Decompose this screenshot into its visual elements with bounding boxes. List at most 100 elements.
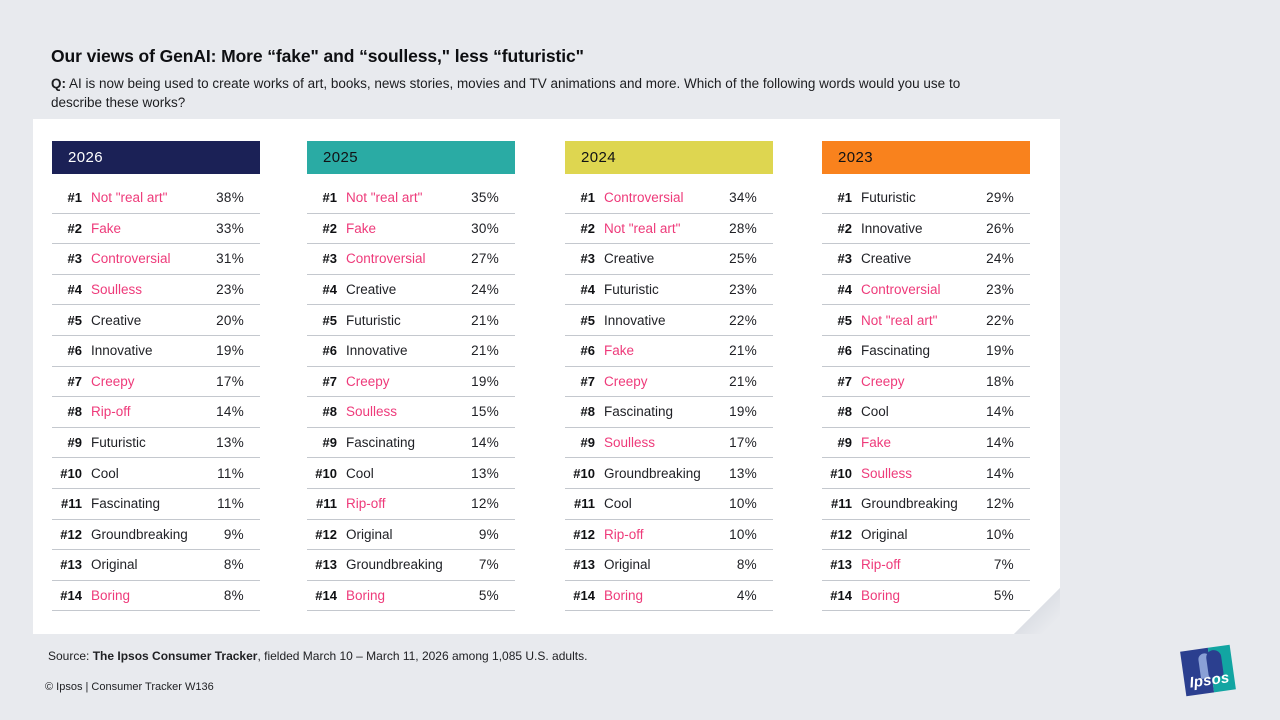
ipsos-logo: Ipsos: [1180, 644, 1236, 697]
percent-value: 22%: [729, 312, 757, 328]
word-label: Original: [91, 557, 138, 573]
rank-label: #9: [580, 435, 595, 451]
ranking-row: #3 Creative 25%: [565, 244, 773, 275]
percent-value: 30%: [471, 220, 499, 236]
word-label: Fake: [91, 220, 122, 236]
question-body: AI is now being used to create works of …: [51, 76, 961, 111]
word-label: Not "real art": [604, 220, 681, 236]
word-label: Rip-off: [604, 526, 644, 542]
ranking-row: #12 Original 10%: [822, 520, 1030, 551]
word-label: Original: [346, 526, 393, 542]
word-label: Creative: [604, 251, 655, 267]
rank-label: #10: [315, 465, 337, 481]
ranking-row: #7 Creepy 21%: [565, 367, 773, 398]
word-label: Cool: [861, 404, 889, 420]
ranking-row: #14 Boring 4%: [565, 581, 773, 612]
rank-label: #12: [830, 526, 852, 542]
rank-label: #11: [574, 496, 595, 512]
percent-value: 21%: [471, 312, 499, 328]
percent-value: 11%: [217, 465, 244, 481]
word-label: Fascinating: [346, 435, 416, 451]
ranking-row: #4 Controversial 23%: [822, 275, 1030, 306]
rank-label: #4: [322, 282, 337, 298]
word-label: Creative: [861, 251, 912, 267]
ranking-row: #4 Creative 24%: [307, 275, 515, 306]
rank-label: #7: [837, 373, 852, 389]
percent-value: 31%: [216, 251, 244, 267]
percent-value: 19%: [216, 343, 244, 359]
rank-label: #11: [316, 496, 337, 512]
percent-value: 19%: [986, 343, 1014, 359]
word-label: Soulless: [604, 435, 656, 451]
ranking-row: #2 Fake 30%: [307, 214, 515, 245]
percent-value: 14%: [986, 465, 1014, 481]
rank-label: #6: [837, 343, 852, 359]
percent-value: 4%: [736, 588, 757, 604]
ranking-row: #11 Fascinating 11%: [52, 489, 260, 520]
percent-value: 29%: [986, 190, 1014, 206]
year-header: 2023: [822, 141, 1030, 174]
word-label: Boring: [861, 588, 901, 604]
percent-value: 10%: [729, 496, 757, 512]
ranking-row: #6 Fascinating 19%: [822, 336, 1030, 367]
word-label: Innovative: [91, 343, 153, 359]
word-label: Groundbreaking: [346, 557, 443, 573]
word-label: Cool: [91, 465, 119, 481]
ranking-row: #14 Boring 5%: [307, 581, 515, 612]
word-label: Creepy: [861, 373, 905, 389]
percent-value: 14%: [216, 404, 244, 420]
word-label: Boring: [346, 588, 386, 604]
word-label: Fake: [346, 220, 377, 236]
percent-value: 18%: [986, 373, 1014, 389]
percent-value: 12%: [471, 496, 499, 512]
percent-value: 9%: [223, 526, 244, 542]
rank-label: #7: [580, 373, 595, 389]
rank-label: #8: [837, 404, 852, 420]
ranking-row: #5 Creative 20%: [52, 305, 260, 336]
rank-label: #1: [67, 190, 82, 206]
ranking-row: #1 Not "real art" 38%: [52, 183, 260, 214]
rank-label: #12: [315, 526, 337, 542]
copyright-text: © Ipsos | Consumer Tracker W136: [45, 681, 214, 693]
rank-label: #8: [322, 404, 337, 420]
rank-label: #3: [67, 251, 82, 267]
percent-value: 34%: [729, 190, 757, 206]
word-label: Innovative: [604, 312, 666, 328]
rank-label: #13: [830, 557, 852, 573]
word-label: Fake: [861, 435, 892, 451]
rank-label: #13: [573, 557, 595, 573]
ranking-row: #2 Fake 33%: [52, 214, 260, 245]
percent-value: 7%: [478, 557, 499, 573]
ranking-row: #12 Groundbreaking 9%: [52, 520, 260, 551]
word-label: Groundbreaking: [604, 465, 701, 481]
percent-value: 13%: [729, 465, 757, 481]
word-label: Soulless: [346, 404, 398, 420]
word-label: Groundbreaking: [91, 526, 188, 542]
percent-value: 10%: [729, 526, 757, 542]
word-label: Boring: [91, 588, 131, 604]
percent-value: 5%: [478, 588, 499, 604]
rank-label: #9: [837, 435, 852, 451]
word-label: Fascinating: [861, 343, 931, 359]
rank-label: #3: [837, 251, 852, 267]
percent-value: 21%: [729, 343, 757, 359]
ranking-row: #13 Rip-off 7%: [822, 550, 1030, 581]
year-column-2023: 2023 #1 Futuristic 29% #2 Innovative 26% #3 Crea…: [822, 141, 1030, 612]
ranking-row: #13 Groundbreaking 7%: [307, 550, 515, 581]
word-label: Not "real art": [91, 190, 168, 206]
rank-label: #12: [60, 526, 82, 542]
year-column-2025: 2025 #1 Not "real art" 35% #2 Fake 30% #3 Contro…: [307, 141, 515, 612]
percent-value: 7%: [993, 557, 1014, 573]
word-label: Creepy: [91, 373, 135, 389]
word-label: Innovative: [346, 343, 408, 359]
percent-value: 8%: [736, 557, 757, 573]
ranking-row: #12 Rip-off 10%: [565, 520, 773, 551]
percent-value: 27%: [471, 251, 499, 267]
percent-value: 24%: [986, 251, 1014, 267]
word-label: Futuristic: [91, 435, 146, 451]
ranking-row: #6 Innovative 19%: [52, 336, 260, 367]
percent-value: 25%: [729, 251, 757, 267]
ranking-row: #8 Rip-off 14%: [52, 397, 260, 428]
ranking-row: #7 Creepy 17%: [52, 367, 260, 398]
percent-value: 14%: [986, 404, 1014, 420]
